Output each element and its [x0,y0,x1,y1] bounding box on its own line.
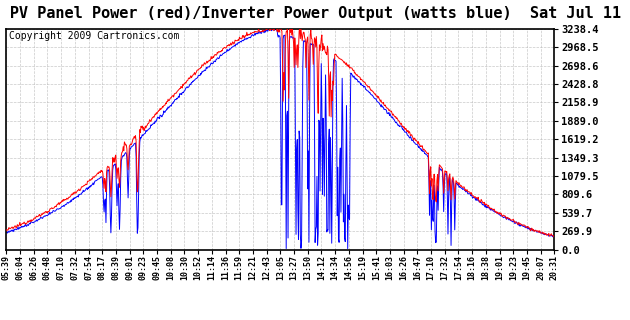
Text: Copyright 2009 Cartronics.com: Copyright 2009 Cartronics.com [9,31,180,41]
Text: Total PV Panel Power (red)/Inverter Power Output (watts blue)  Sat Jul 11 20:32: Total PV Panel Power (red)/Inverter Powe… [0,6,630,21]
